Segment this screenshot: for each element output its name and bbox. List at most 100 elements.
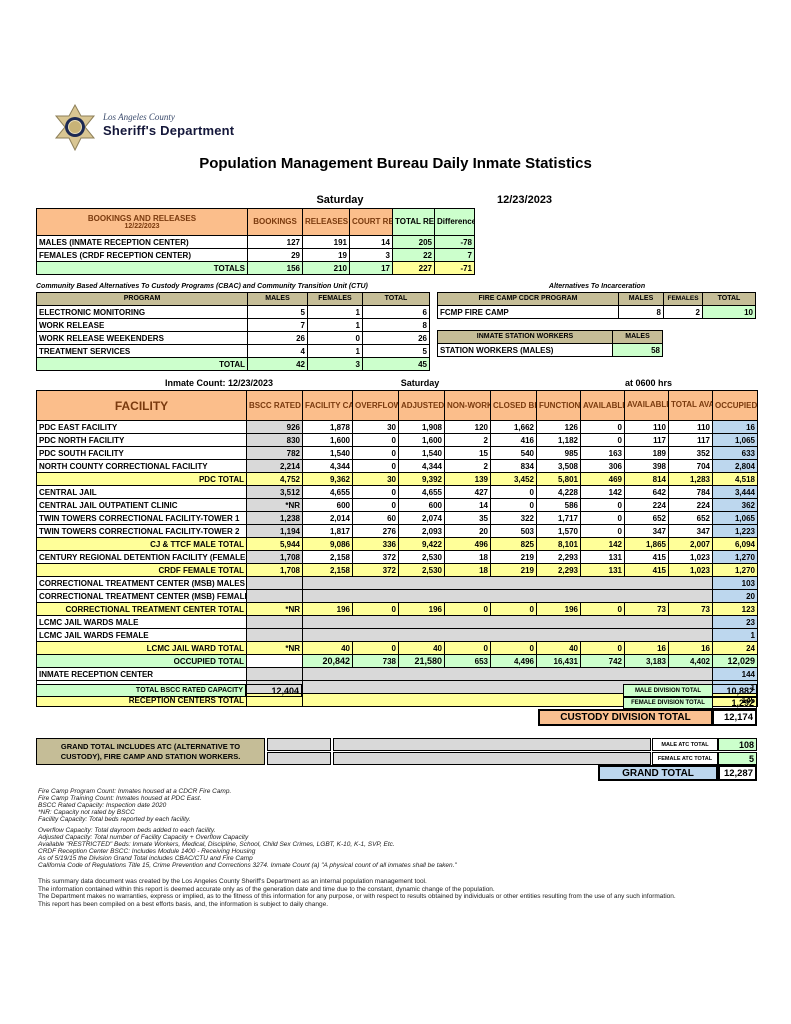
cell: -78	[434, 235, 475, 249]
facility-table: FACILITY BSCC RATED CAPACITY FACILITY CA…	[36, 390, 758, 707]
table-row: CENTRAL JAIL OUTPATIENT CLINIC *NR 600 0…	[36, 498, 758, 512]
row-label: WORK RELEASE WEEKENDERS	[36, 331, 248, 345]
cell: 322	[490, 511, 537, 525]
cell: 196	[302, 602, 353, 616]
cell: 814	[624, 472, 669, 486]
merged-gray-cell	[302, 680, 713, 694]
inmate-count-time: at 0600 hrs	[625, 378, 673, 388]
cell: 0	[490, 485, 537, 499]
cell: 2,158	[302, 550, 353, 564]
cell: 1,270	[712, 550, 758, 564]
empty-cell	[246, 680, 303, 694]
cell: 652	[624, 511, 669, 525]
cell: 1	[712, 628, 758, 642]
cell: 196	[398, 602, 445, 616]
cell: 1,283	[668, 472, 713, 486]
cell: 642	[624, 485, 669, 499]
cell: 347	[668, 524, 713, 538]
male-division-total-label: MALE DIVISION TOTAL	[623, 684, 713, 697]
spacer-cell	[333, 752, 651, 765]
female-division-total-label: FEMALE DIVISION TOTAL	[623, 697, 713, 709]
ati-section-title: Alternatives To Incarceration	[548, 283, 646, 290]
cell: 738	[352, 654, 399, 668]
cell: 117	[668, 433, 713, 447]
cell: 1	[307, 318, 363, 332]
cell: 415	[624, 550, 669, 564]
cell: 26	[362, 331, 430, 345]
table-header-row: INMATE STATION WORKERS MALES	[437, 330, 663, 344]
col-bscc-rated-capacity: BSCC RATED CAPACITY	[246, 390, 303, 421]
cell: 191	[302, 235, 350, 249]
cell: 306	[580, 459, 625, 473]
footnote-line: Overflow Capacity: Total dayroom beds ad…	[38, 827, 216, 834]
inmate-count-day: Saturday	[400, 378, 440, 388]
table-header-row: FACILITY BSCC RATED CAPACITY FACILITY CA…	[36, 390, 758, 421]
table-row: ELECTRONIC MONITORING 5 1 6	[36, 305, 430, 319]
footnote-line: Fire Camp Program Count: Inmates housed …	[38, 788, 232, 795]
col-available-gp-beds: AVAILABLE GP BEDS	[580, 390, 625, 421]
subtotal-row: CORRECTIONAL TREATMENT CENTER TOTAL *NR …	[36, 602, 758, 616]
logo-county-text: Los Angeles County	[103, 112, 175, 122]
cell: 1,540	[398, 446, 445, 460]
col-difference: Difference Bookings/ Releases	[434, 208, 475, 236]
cell: 1,065	[712, 433, 758, 447]
cell: *NR	[246, 498, 303, 512]
table-header-row: FIRE CAMP CDCR PROGRAM MALES FEMALES TOT…	[437, 292, 756, 306]
female-atc-total-value: 5	[718, 752, 757, 765]
cell: 131	[580, 550, 625, 564]
footnote-line: CRDF Reception Center BSCC: Includes Mod…	[38, 848, 256, 855]
cell: 14	[349, 235, 393, 249]
cell: 3,452	[490, 472, 537, 486]
spacer-cell	[267, 738, 331, 751]
cell: 73	[668, 602, 713, 616]
cell: 362	[712, 498, 758, 512]
cell: 0	[580, 511, 625, 525]
table-row: LCMC JAIL WARDS MALE 23	[36, 615, 758, 629]
station-workers-table: INMATE STATION WORKERS MALES STATION WOR…	[437, 330, 663, 357]
cell: 18	[444, 550, 491, 564]
cell: 131	[580, 563, 625, 577]
cell: 1,023	[668, 550, 713, 564]
facility-label: CENTRAL JAIL	[36, 485, 247, 499]
spacer-cell	[333, 738, 651, 751]
cell: 0	[580, 498, 625, 512]
table-row: FCMP FIRE CAMP 8 2 10	[437, 305, 756, 319]
cell: 4,496	[490, 654, 537, 668]
table-row: PDC SOUTH FACILITY 782 1,540 0 1,540 15 …	[36, 446, 758, 460]
cell: *NR	[246, 641, 303, 655]
page-title: Population Management Bureau Daily Inmat…	[199, 155, 592, 172]
col-males: MALES	[247, 292, 308, 306]
facility-label: LCMC JAIL WARDS FEMALE	[36, 628, 247, 642]
cell: 8	[362, 318, 430, 332]
cell: 3,508	[536, 459, 581, 473]
col-adjusted-capacity: ADJUSTED CAPACITY	[398, 390, 445, 421]
table-row: WORK RELEASE WEEKENDERS 26 0 26	[36, 331, 430, 345]
cell: 926	[246, 420, 303, 434]
cell: 2,093	[398, 524, 445, 538]
empty-cell	[246, 667, 303, 681]
totals-label: TOTALS	[36, 261, 248, 275]
col-facility-capacity: FACILITY CAPACITY	[302, 390, 353, 421]
col-program: PROGRAM	[36, 292, 248, 306]
subtotal-row: PDC TOTAL 4,752 9,362 30 9,392 139 3,452…	[36, 472, 758, 486]
facility-label: PDC SOUTH FACILITY	[36, 446, 247, 460]
merged-yellow-cell	[302, 693, 713, 707]
table-row: CENTURY REGIONAL DETENTION FACILITY (FEM…	[36, 550, 758, 564]
cell: 20	[712, 589, 758, 603]
female-division-total-value: 1,292	[712, 697, 757, 709]
subtotal-label: LCMC JAIL WARD TOTAL	[36, 641, 247, 655]
subtotal-row: LCMC JAIL WARD TOTAL *NR 40 0 40 0 0 40 …	[36, 641, 758, 655]
cell: 1,270	[712, 563, 758, 577]
cell: 398	[624, 459, 669, 473]
cell: 2,530	[398, 563, 445, 577]
subtotal-label: CRDF FEMALE TOTAL	[36, 563, 247, 577]
col-closed-beds: CLOSED BEDS	[490, 390, 537, 421]
disclaimer-line: This report has been compiled on a best …	[38, 900, 329, 908]
cell: 372	[352, 563, 399, 577]
cell: 0	[352, 641, 399, 655]
facility-label: INMATE RECEPTION CENTER	[36, 667, 247, 681]
cell: 7	[247, 318, 308, 332]
cell: 219	[490, 563, 537, 577]
col-total-available-beds: TOTAL AVAILABLE BEDS	[668, 390, 713, 421]
footnote-line: *NR: Capacity not rated by BSCC	[38, 809, 135, 816]
